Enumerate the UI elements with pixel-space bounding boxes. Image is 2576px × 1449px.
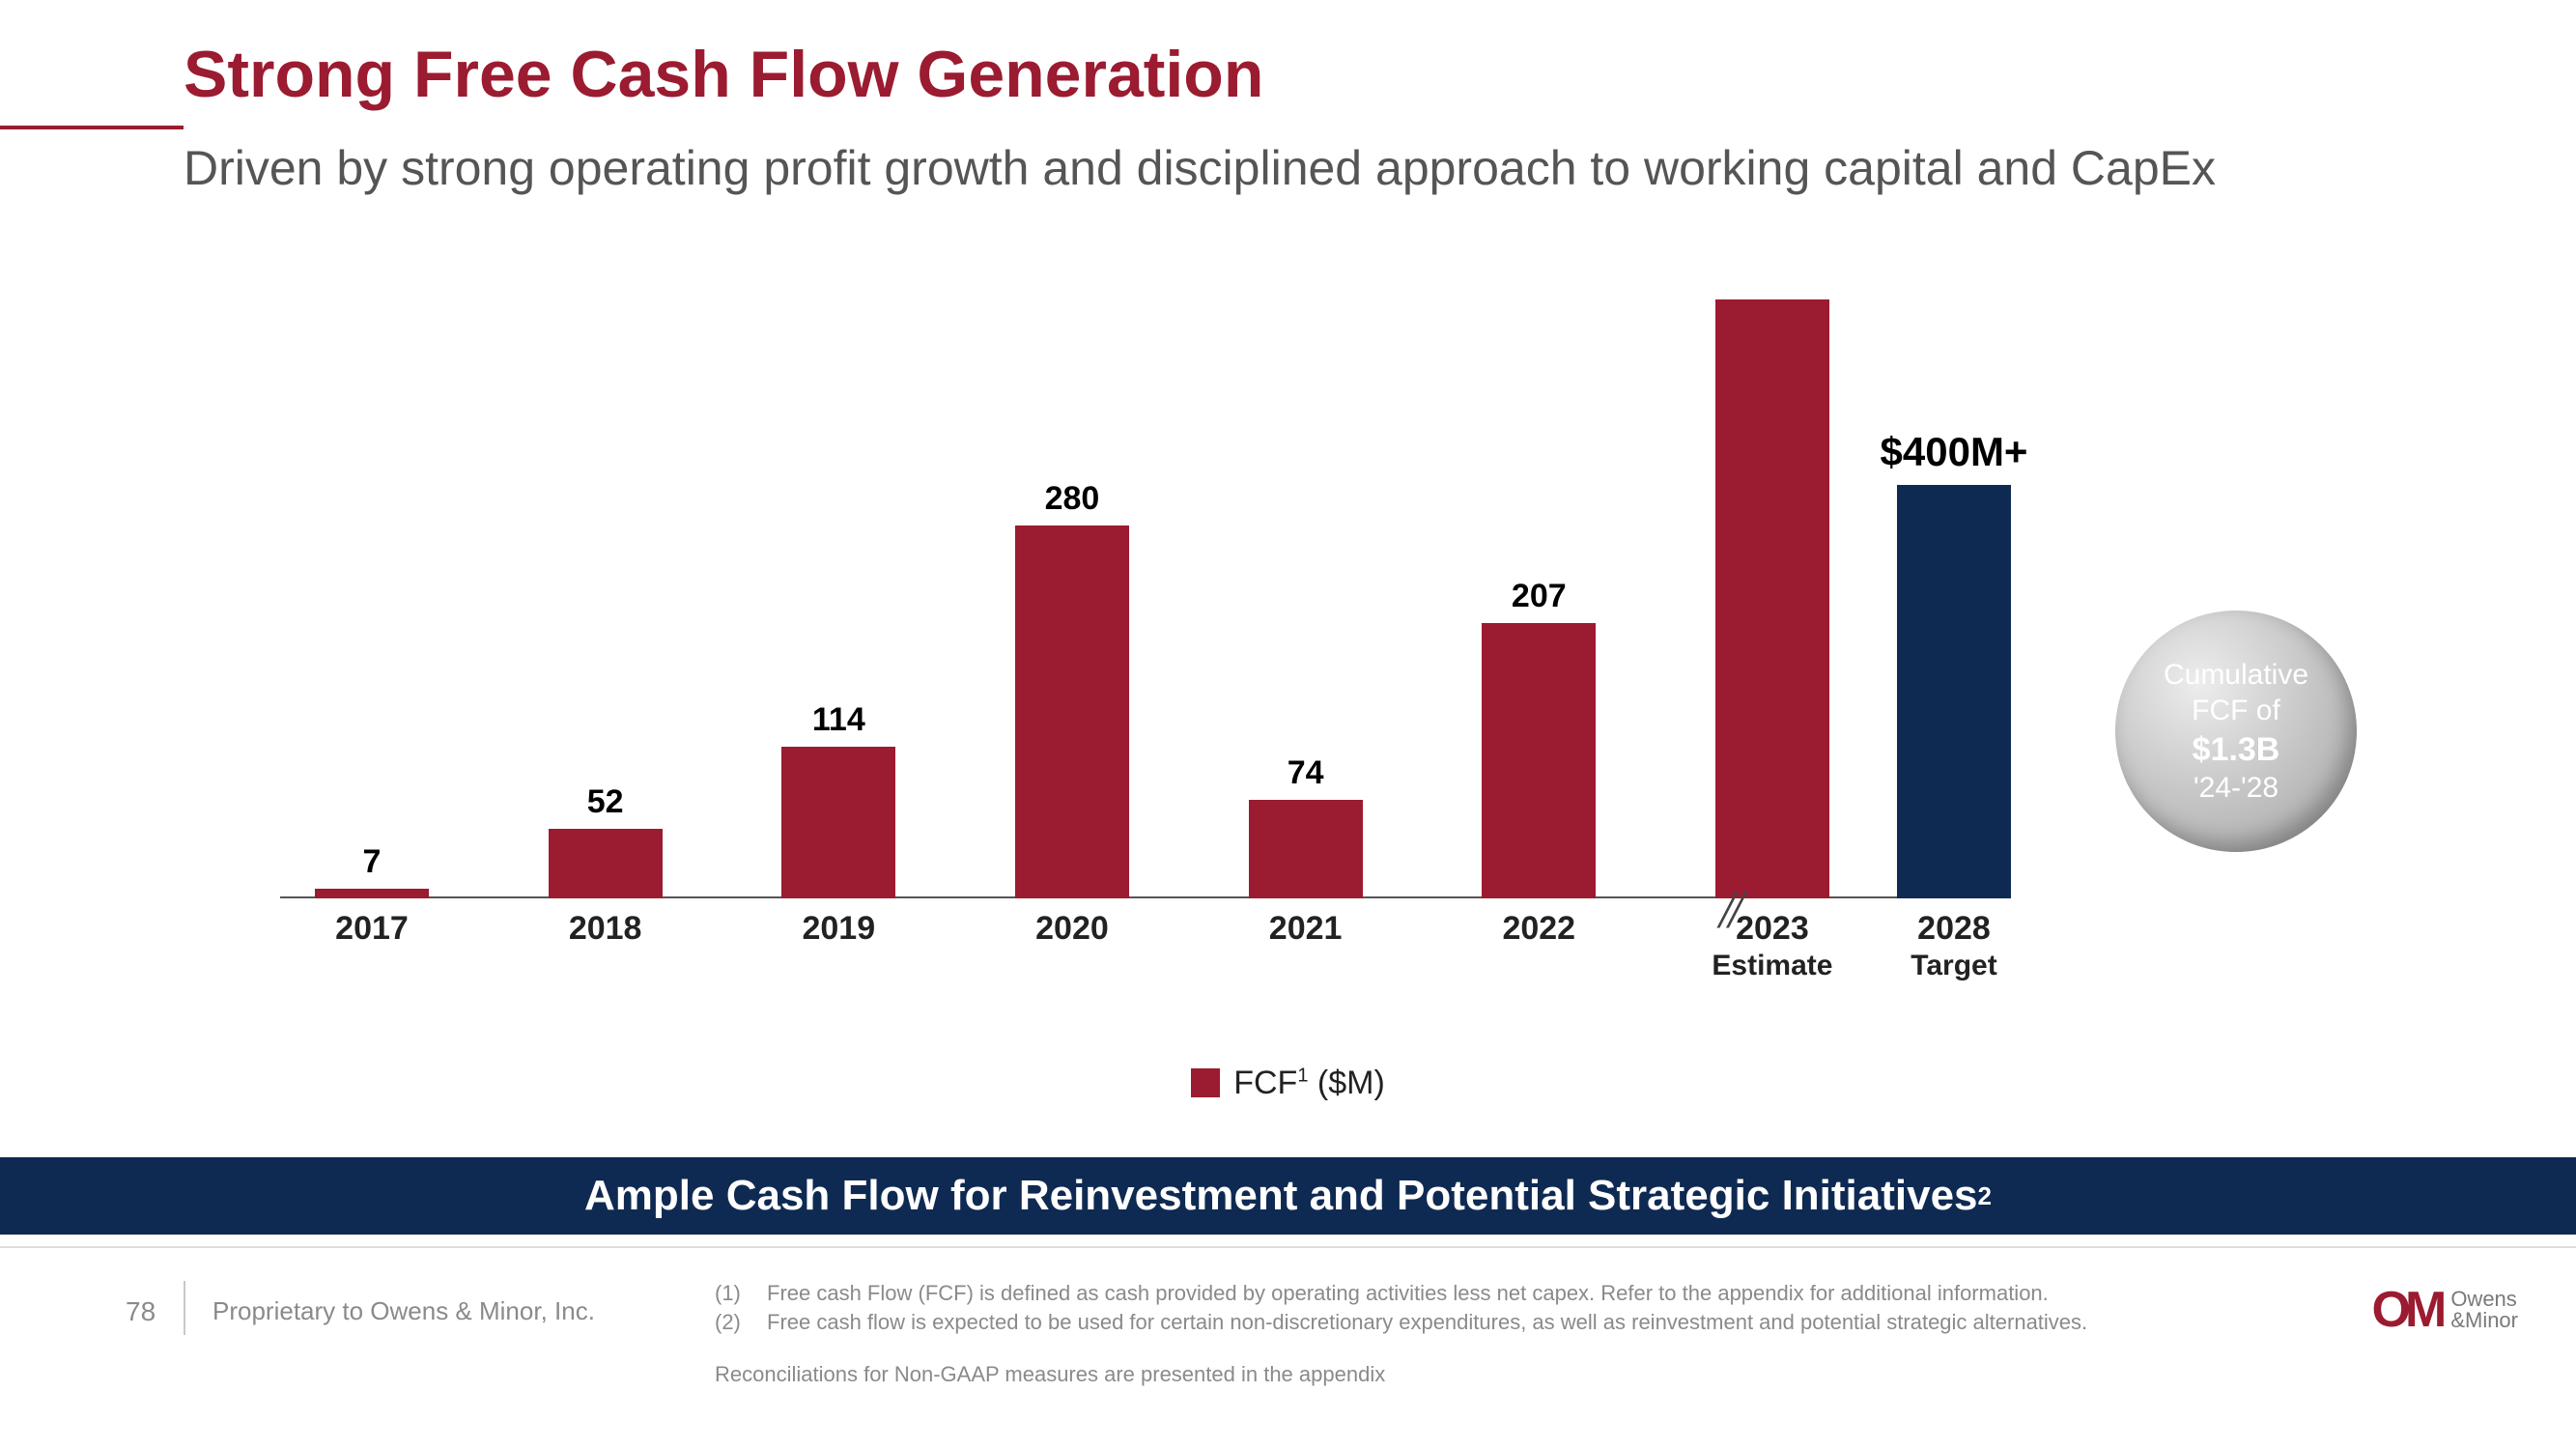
bar-value-label: 52 bbox=[587, 783, 624, 821]
x-year: 2019 bbox=[747, 910, 930, 948]
proprietary-notice: Proprietary to Owens & Minor, Inc. bbox=[212, 1296, 595, 1326]
bar-slot: 52 bbox=[514, 783, 697, 898]
bottom-banner: Ample Cash Flow for Reinvestment and Pot… bbox=[0, 1157, 2576, 1235]
x-label-cell: 2019 bbox=[747, 910, 930, 982]
legend-text-prefix: FCF bbox=[1233, 1065, 1297, 1101]
footnote-1-idx: (1) bbox=[715, 1279, 750, 1308]
bubble-line1: Cumulative bbox=[2164, 657, 2308, 694]
x-year: 2021 bbox=[1214, 910, 1398, 948]
x-sublabel: Estimate bbox=[1681, 950, 1864, 982]
bar-slot: 74 bbox=[1214, 754, 1398, 898]
bar-rect bbox=[1249, 800, 1363, 898]
logo-mark: OM bbox=[2372, 1281, 2442, 1339]
banner-super: 2 bbox=[1978, 1181, 1992, 1211]
legend-text-suffix: ($M) bbox=[1308, 1065, 1384, 1101]
page-subtitle: Driven by strong operating profit growth… bbox=[184, 140, 2216, 196]
bar-slot: 207 bbox=[1447, 578, 1630, 898]
target-x-label: 2028 Target bbox=[1862, 910, 2046, 982]
bar-slot bbox=[1681, 292, 1864, 898]
target-sub: Target bbox=[1862, 950, 2046, 982]
x-label-cell: 2020 bbox=[980, 910, 1164, 982]
banner-rule bbox=[0, 1246, 2576, 1248]
page-title: Strong Free Cash Flow Generation bbox=[184, 37, 1263, 112]
axis-break: // bbox=[1719, 879, 1738, 941]
reconciliation-note: Reconciliations for Non-GAAP measures ar… bbox=[715, 1362, 1385, 1387]
x-label-cell: 2018 bbox=[514, 910, 697, 982]
bar-rect bbox=[315, 889, 429, 898]
company-logo: OM Owens &Minor bbox=[2372, 1281, 2518, 1339]
bar-rect bbox=[549, 829, 663, 898]
bubble-line2: FCF of bbox=[2192, 693, 2280, 729]
fcf-bar-chart: 75211428074207 2017201820192020202120222… bbox=[280, 299, 1864, 898]
x-year: 2022 bbox=[1447, 910, 1630, 948]
bar-slot: 114 bbox=[747, 701, 930, 898]
x-label-cell: 2023Estimate bbox=[1681, 910, 1864, 982]
bar-value-label: 7 bbox=[363, 843, 382, 881]
footer: 78 Proprietary to Owens & Minor, Inc. (1… bbox=[0, 1275, 2576, 1430]
title-rule bbox=[0, 126, 184, 129]
bar-rect bbox=[781, 747, 895, 898]
x-year: 2023 bbox=[1681, 910, 1864, 948]
logo-line1: Owens bbox=[2450, 1289, 2518, 1310]
page-separator bbox=[184, 1281, 185, 1335]
page-number: 78 bbox=[126, 1296, 156, 1327]
footnote-2: Free cash flow is expected to be used fo… bbox=[767, 1308, 2087, 1337]
target-value-label: $400M+ bbox=[1881, 429, 2028, 475]
bar-rect bbox=[1482, 623, 1596, 898]
x-year: 2020 bbox=[980, 910, 1164, 948]
bar-rect bbox=[1715, 299, 1829, 898]
target-year: 2028 bbox=[1862, 910, 2046, 948]
bar-slot: 7 bbox=[280, 843, 464, 898]
bar-slot: 280 bbox=[980, 480, 1164, 898]
bar-value-label: 207 bbox=[1512, 578, 1567, 615]
x-year: 2018 bbox=[514, 910, 697, 948]
bar-value-label: 74 bbox=[1288, 754, 1324, 792]
target-bar bbox=[1897, 485, 2011, 898]
x-label-cell: 2022 bbox=[1447, 910, 1630, 982]
banner-text: Ample Cash Flow for Reinvestment and Pot… bbox=[584, 1172, 1978, 1220]
bubble-amount: $1.3B bbox=[2193, 729, 2280, 771]
chart-legend: FCF1 ($M) bbox=[0, 1065, 2576, 1102]
cumulative-fcf-bubble: Cumulative FCF of $1.3B '24-'28 bbox=[2115, 611, 2357, 852]
x-year: 2017 bbox=[280, 910, 464, 948]
bar-value-label: 114 bbox=[812, 701, 865, 739]
footnotes: (1) Free cash Flow (FCF) is defined as c… bbox=[715, 1279, 2087, 1336]
footnote-1: Free cash Flow (FCF) is defined as cash … bbox=[767, 1279, 2049, 1308]
logo-line2: &Minor bbox=[2450, 1310, 2518, 1331]
target-bar-group: $400M+ bbox=[1862, 429, 2046, 898]
legend-swatch bbox=[1191, 1068, 1220, 1097]
slide-root: { "colors": { "brand_red": "#9b1b30", "n… bbox=[0, 0, 2576, 1449]
legend-super: 1 bbox=[1297, 1065, 1308, 1087]
x-label-cell: 2017 bbox=[280, 910, 464, 982]
bar-value-label: 280 bbox=[1045, 480, 1100, 518]
footnote-2-idx: (2) bbox=[715, 1308, 750, 1337]
bar-rect bbox=[1015, 526, 1129, 898]
bubble-range: '24-'28 bbox=[2194, 770, 2279, 807]
x-label-cell: 2021 bbox=[1214, 910, 1398, 982]
